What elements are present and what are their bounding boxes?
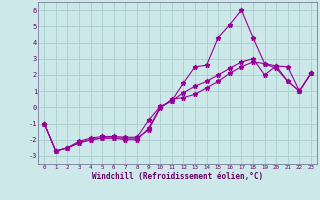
X-axis label: Windchill (Refroidissement éolien,°C): Windchill (Refroidissement éolien,°C) [92,172,263,181]
